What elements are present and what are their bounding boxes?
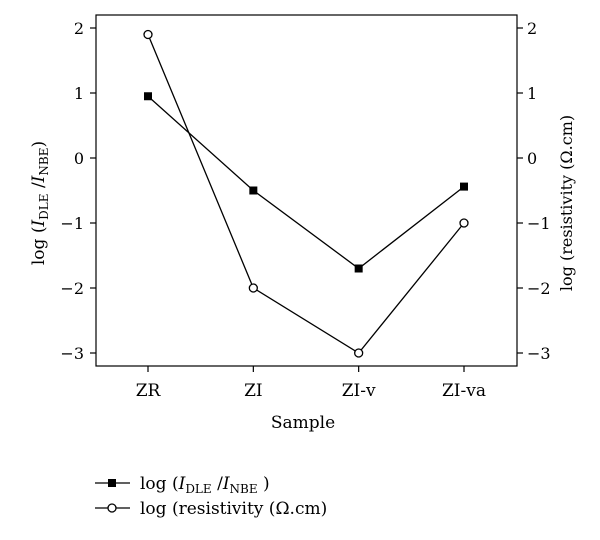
- data-point-dle_nbe: [144, 92, 152, 101]
- y-tick-label-right: 2: [527, 19, 537, 38]
- y-tick-label-right: 0: [527, 149, 537, 168]
- data-point-dle_nbe: [460, 182, 468, 191]
- legend-label-dle_nbe: log (IDLE /INBE ): [140, 474, 270, 496]
- y-tick-label-left: 1: [74, 84, 84, 103]
- y-tick-label-left: −2: [60, 279, 84, 298]
- y-tick-label-left: 0: [74, 149, 84, 168]
- x-tick-label: ZI: [244, 381, 263, 401]
- data-point-resistivity: [248, 283, 258, 293]
- y-tick-label-left: −3: [60, 344, 84, 363]
- axes: 2 2 1 1 0 0 −1 −1 −2 −2 −3 −3 ZR ZI ZI-v ZI-va: [60, 14, 551, 401]
- x-axis-label: Sample: [271, 413, 335, 433]
- data-point-dle_nbe: [354, 264, 363, 273]
- x-tick-label: ZI-v: [342, 381, 376, 401]
- y-tick-label-right: −2: [527, 279, 551, 298]
- data-point-resistivity: [459, 218, 469, 228]
- y-tick-label-left: 2: [74, 19, 84, 38]
- legend-label-resistivity: log (resistivity (Ω.cm): [140, 499, 327, 519]
- legend: log (IDLE /INBE ) log (resistivity (Ω.cm): [95, 474, 327, 519]
- y-tick-label-left: −1: [60, 214, 84, 233]
- y-tick-label-right: −1: [527, 214, 551, 233]
- y-tick-label-right: 1: [527, 84, 537, 103]
- data-point-dle_nbe: [249, 186, 258, 195]
- y-axis-label-left: log (IDLE /INBE): [29, 141, 51, 265]
- x-tick-label: ZR: [136, 381, 162, 401]
- data-point-resistivity: [143, 29, 153, 40]
- legend-marker-circle-icon: [107, 503, 117, 513]
- series-layer: [143, 29, 469, 358]
- x-tick-label: ZI-va: [442, 381, 486, 401]
- y-axis-label-right: log (resistivity (Ω.cm): [557, 115, 576, 291]
- plot-frame: [95, 14, 518, 367]
- y-tick-label-right: −3: [527, 344, 551, 363]
- series-line-dle_nbe: [147, 95, 465, 270]
- legend-marker-square-icon: [108, 479, 116, 487]
- data-point-resistivity: [354, 348, 364, 358]
- series-line-resistivity: [147, 34, 465, 354]
